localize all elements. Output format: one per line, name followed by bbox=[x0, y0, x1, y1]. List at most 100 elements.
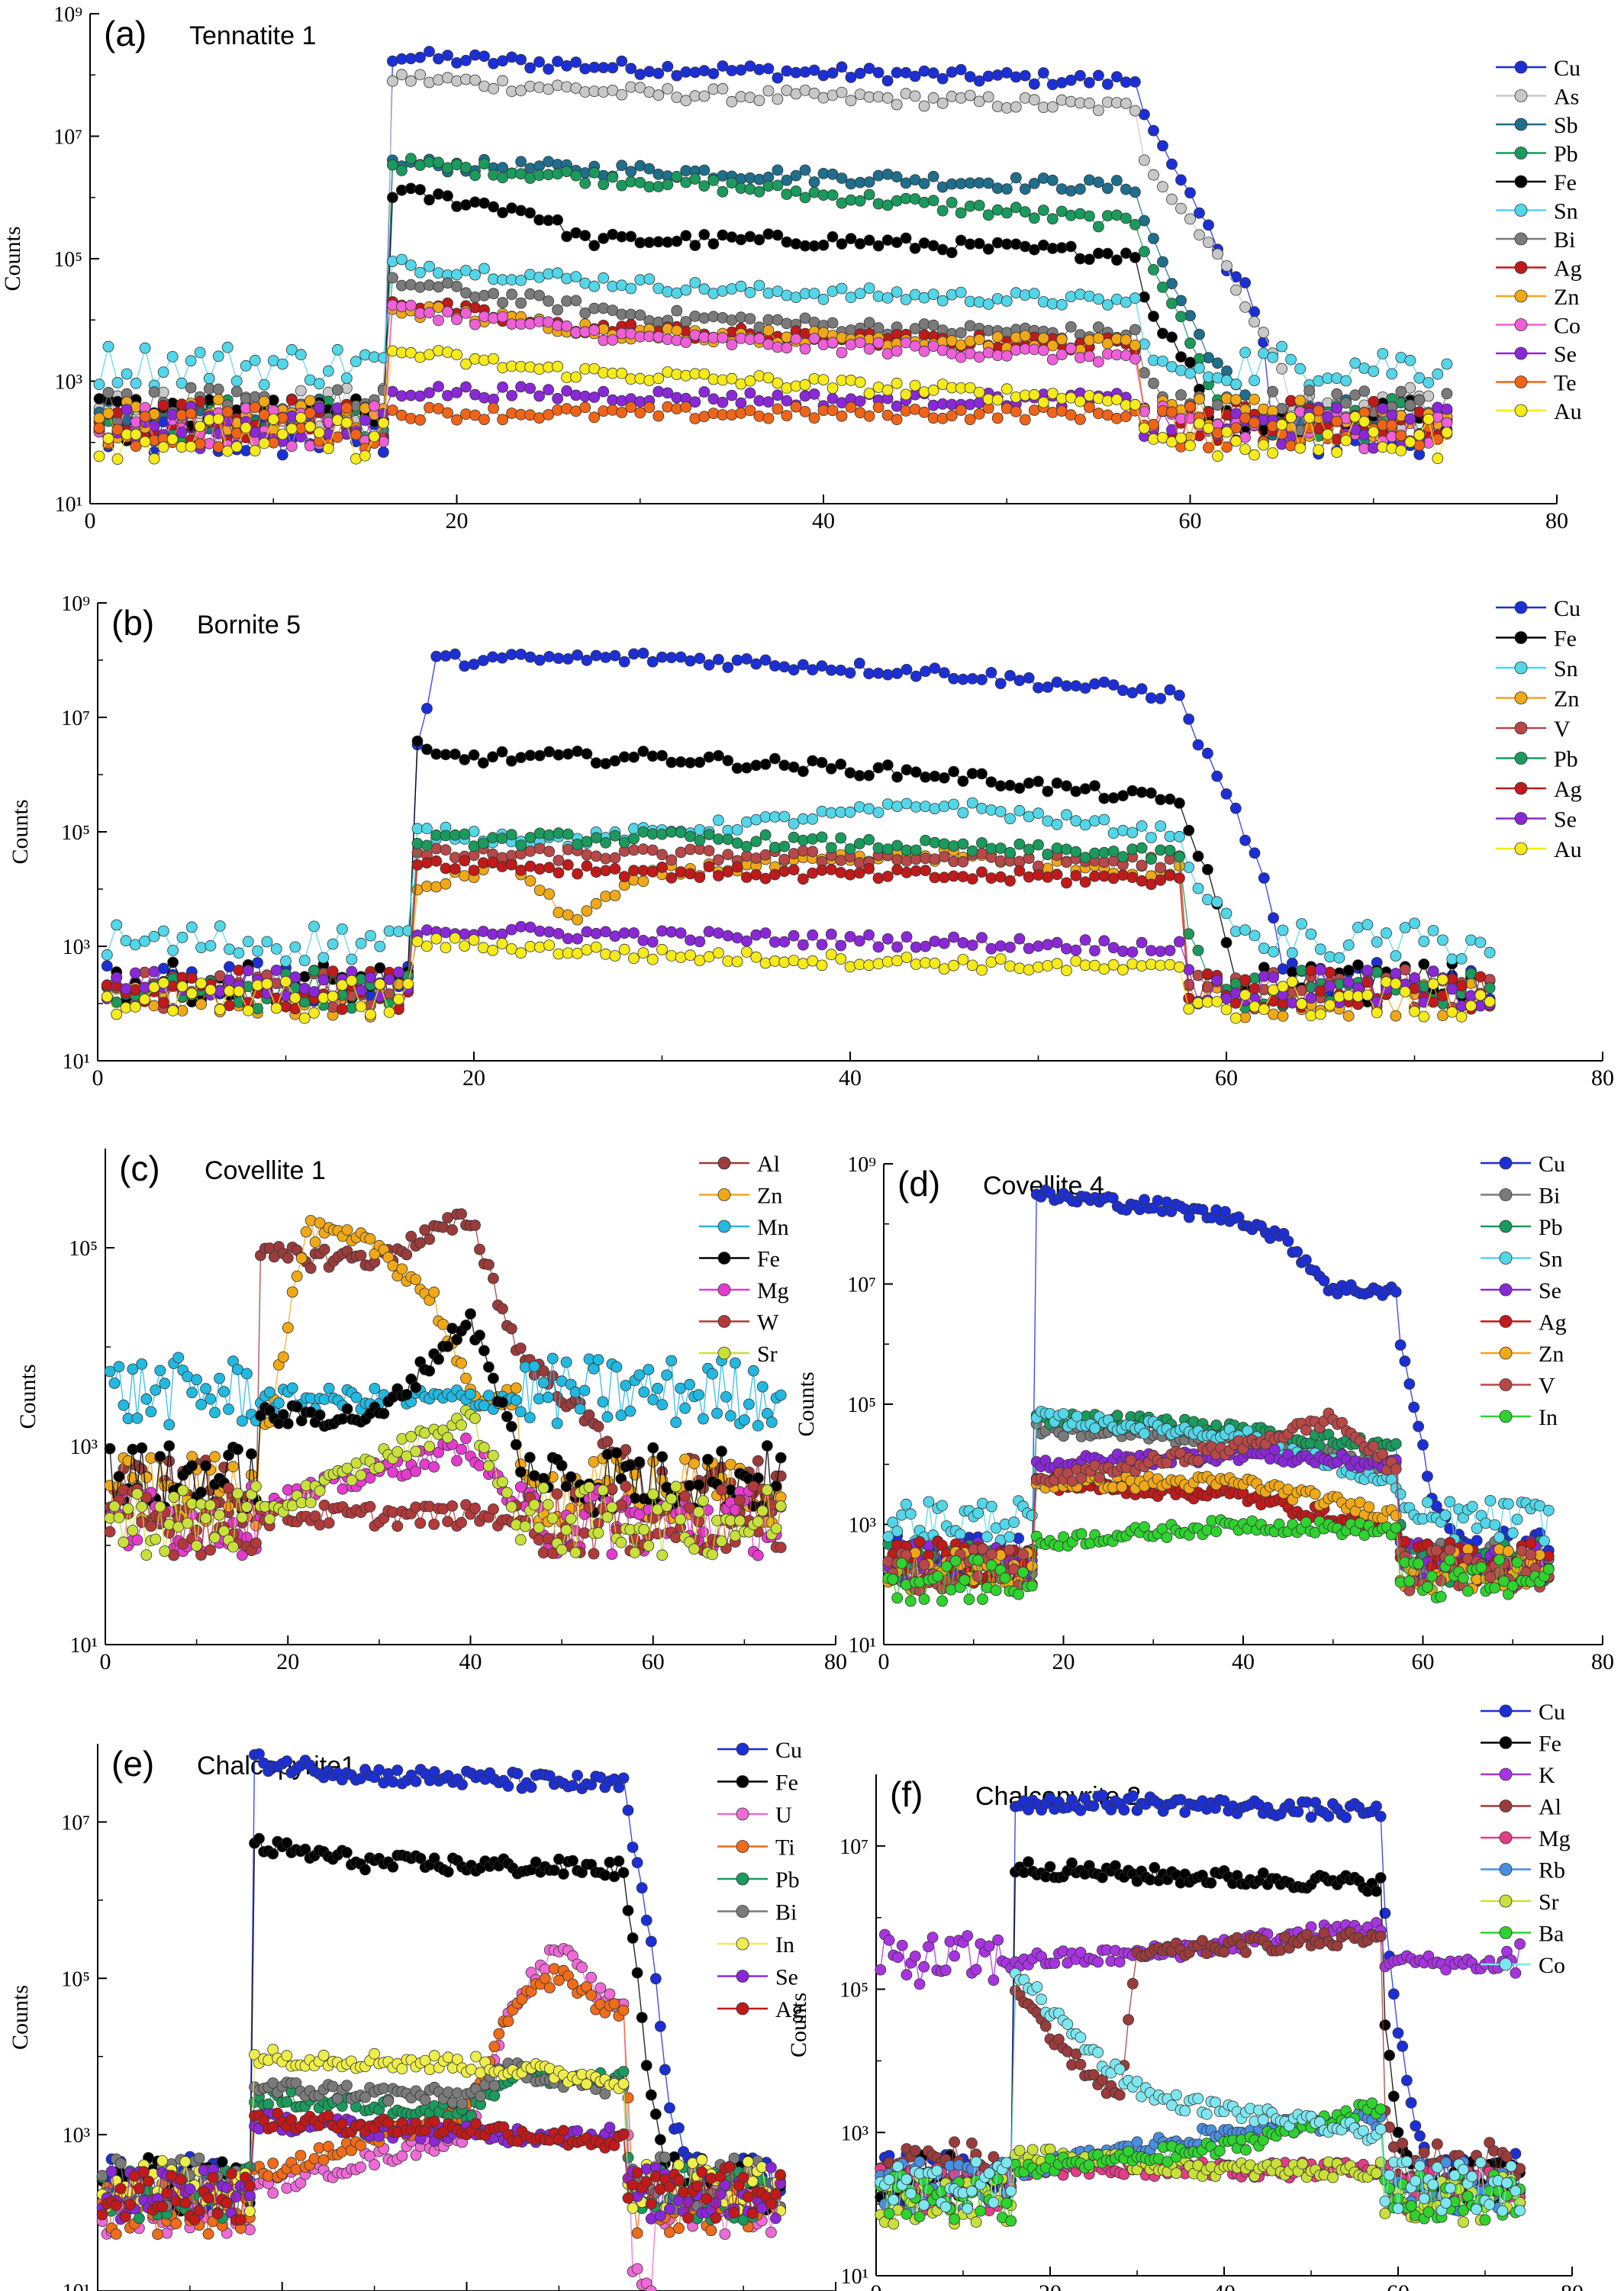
data-point bbox=[111, 919, 123, 931]
data-point bbox=[1117, 685, 1129, 696]
data-point bbox=[1000, 183, 1013, 195]
data-point bbox=[703, 659, 715, 671]
data-point bbox=[1386, 419, 1398, 431]
data-point bbox=[1107, 827, 1120, 839]
data-point bbox=[665, 950, 678, 962]
data-point bbox=[1126, 872, 1139, 883]
data-point bbox=[552, 56, 563, 67]
data-point bbox=[488, 1449, 499, 1461]
x-tick-label: 0 bbox=[100, 1649, 111, 1674]
data-point bbox=[713, 814, 724, 826]
data-point bbox=[1282, 1236, 1294, 1247]
data-point bbox=[781, 410, 793, 421]
data-point bbox=[440, 878, 452, 890]
data-point bbox=[722, 866, 734, 878]
data-point bbox=[377, 417, 389, 429]
data-point bbox=[652, 1383, 664, 1394]
data-point bbox=[618, 836, 630, 849]
data-point bbox=[936, 205, 949, 217]
data-point bbox=[514, 1342, 527, 1354]
data-point bbox=[759, 927, 772, 939]
data-point bbox=[430, 843, 443, 855]
data-point bbox=[854, 195, 866, 207]
data-point bbox=[646, 750, 659, 762]
data-point bbox=[741, 816, 752, 828]
data-point bbox=[1089, 815, 1100, 826]
data-point bbox=[976, 932, 988, 943]
y-tick-label: 10⁵ bbox=[53, 248, 82, 272]
data-point bbox=[579, 326, 591, 338]
data-point bbox=[891, 839, 903, 852]
data-point bbox=[606, 1501, 618, 1513]
data-point bbox=[1000, 67, 1013, 79]
data-point bbox=[835, 759, 847, 770]
data-point bbox=[1042, 785, 1054, 798]
data-point bbox=[1184, 440, 1196, 452]
data-point bbox=[590, 941, 602, 953]
legend-label: Ag bbox=[1554, 256, 1582, 282]
data-point bbox=[781, 174, 793, 186]
data-point bbox=[101, 949, 113, 961]
data-point bbox=[368, 400, 380, 412]
data-point bbox=[1075, 395, 1086, 408]
data-point bbox=[405, 75, 417, 87]
data-point bbox=[1019, 92, 1031, 104]
data-point bbox=[497, 297, 508, 309]
data-point bbox=[163, 1440, 176, 1452]
legend-label: As bbox=[1554, 85, 1579, 110]
data-point bbox=[689, 173, 701, 185]
data-point bbox=[624, 1405, 636, 1417]
data-point bbox=[533, 390, 545, 402]
data-point bbox=[1202, 968, 1213, 980]
data-point bbox=[863, 343, 875, 355]
data-point bbox=[122, 1503, 134, 1515]
data-point bbox=[1294, 442, 1306, 454]
data-point bbox=[609, 930, 621, 942]
data-point bbox=[270, 943, 282, 955]
data-point bbox=[1019, 69, 1031, 82]
data-point bbox=[1175, 174, 1187, 186]
data-point bbox=[662, 60, 674, 72]
data-point bbox=[1089, 780, 1100, 791]
data-point bbox=[994, 806, 1007, 817]
data-point bbox=[675, 1513, 686, 1526]
data-point bbox=[433, 156, 444, 169]
data-point bbox=[1117, 964, 1129, 976]
data-point bbox=[440, 862, 452, 875]
data-point bbox=[101, 991, 113, 1003]
data-point bbox=[693, 1479, 704, 1490]
data-point bbox=[562, 843, 574, 856]
data-point bbox=[460, 1372, 472, 1384]
data-point bbox=[364, 1500, 376, 1513]
data-point bbox=[469, 291, 481, 303]
data-point bbox=[468, 840, 480, 852]
data-point bbox=[994, 953, 1007, 965]
data-point bbox=[214, 1004, 226, 1016]
data-point bbox=[1174, 830, 1185, 843]
data-point bbox=[901, 866, 913, 878]
data-point bbox=[684, 1378, 695, 1390]
data-point bbox=[449, 852, 461, 863]
data-point bbox=[1107, 855, 1120, 867]
y-tick-label: 10³ bbox=[63, 936, 90, 959]
data-point bbox=[533, 749, 546, 762]
data-point bbox=[985, 956, 997, 968]
data-point bbox=[778, 661, 791, 673]
legend-marker bbox=[1514, 318, 1528, 331]
data-point bbox=[1023, 672, 1035, 684]
data-point bbox=[163, 1419, 176, 1431]
data-point bbox=[449, 863, 461, 875]
data-point bbox=[543, 651, 555, 662]
y-tick-label: 10³ bbox=[849, 1514, 876, 1538]
data-point bbox=[421, 839, 433, 852]
data-point bbox=[205, 1500, 217, 1511]
data-point bbox=[1296, 965, 1307, 977]
data-point bbox=[788, 864, 800, 876]
data-point bbox=[355, 1249, 367, 1262]
data-point bbox=[1194, 207, 1205, 219]
data-point bbox=[468, 865, 480, 876]
data-point bbox=[628, 865, 640, 877]
data-point bbox=[844, 961, 856, 973]
data-point bbox=[853, 770, 865, 781]
data-point bbox=[1155, 820, 1167, 832]
